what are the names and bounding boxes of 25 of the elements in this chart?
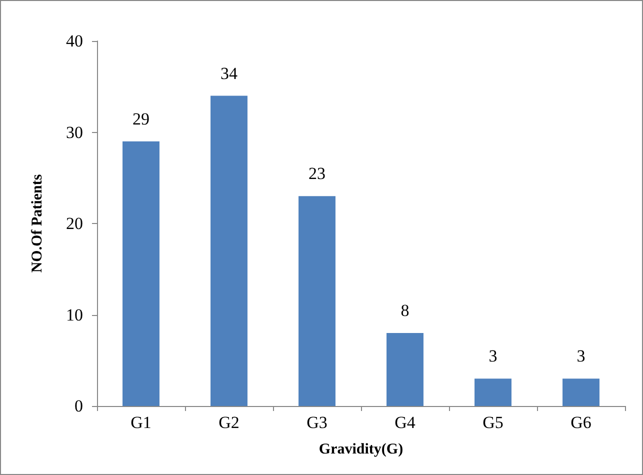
data-label: 29 (132, 109, 150, 128)
bar (298, 196, 336, 406)
data-label: 3 (576, 346, 586, 366)
x-tick-label: G5 (482, 413, 504, 432)
bar (386, 333, 424, 406)
bar (122, 141, 160, 406)
x-tick-label: G2 (218, 413, 240, 432)
y-tick-label: 30 (66, 122, 83, 142)
y-tick-label: 10 (66, 305, 83, 324)
bar (562, 378, 600, 406)
y-tick-label: 40 (66, 32, 83, 50)
data-label: 8 (400, 301, 410, 320)
x-tick-label: G6 (570, 413, 592, 432)
x-tick-label: G3 (306, 413, 328, 432)
data-label: 23 (308, 164, 326, 184)
y-tick-label: 0 (74, 396, 83, 416)
x-tick-label: G4 (394, 413, 416, 432)
x-tick-label: G1 (130, 413, 152, 432)
y-axis-title: NO.Of Patients (30, 174, 46, 273)
y-tick-label: 20 (66, 214, 83, 233)
data-label: 3 (488, 346, 498, 366)
bar (210, 96, 248, 406)
bar (474, 378, 512, 406)
x-axis-title: Gravidity(G) (318, 442, 404, 458)
data-label: 34 (220, 64, 238, 83)
